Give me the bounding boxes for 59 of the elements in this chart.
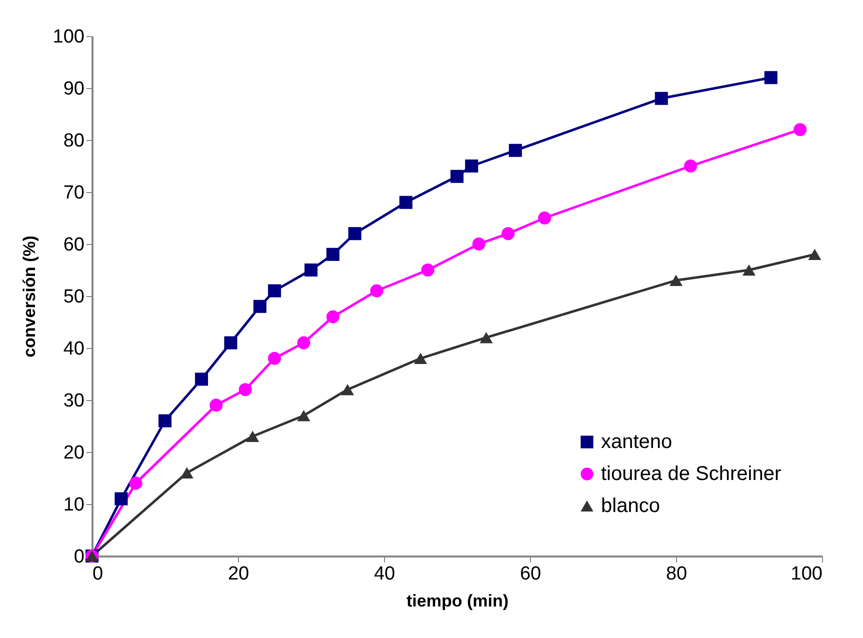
x-tick-label: 100 [790, 564, 822, 584]
point [472, 237, 486, 251]
point [129, 476, 142, 490]
point [326, 248, 340, 261]
point [238, 383, 252, 396]
point [502, 227, 515, 240]
point [808, 248, 822, 260]
point [399, 196, 412, 209]
legend-label: tiourea de Schreiner [601, 463, 782, 485]
point [304, 263, 318, 277]
point [450, 170, 464, 183]
point [114, 492, 128, 506]
point [538, 211, 552, 225]
point [326, 310, 340, 324]
point [764, 71, 778, 84]
y-tick-label: 60 [63, 234, 84, 256]
y-tick-label: 90 [63, 78, 84, 100]
point [180, 467, 194, 478]
x-tick-label: 60 [520, 564, 542, 584]
y-tick-label: 50 [63, 286, 84, 308]
x-tick-label: 0 [92, 564, 104, 584]
point [297, 410, 310, 422]
x-tick-label: 40 [374, 564, 396, 584]
point [370, 284, 384, 298]
y-tick-label: 70 [63, 182, 84, 204]
x-tick-label: 20 [228, 564, 250, 584]
point [414, 352, 428, 364]
y-axis-title: conversión (%) [20, 236, 39, 358]
point [794, 123, 807, 136]
point [508, 144, 522, 157]
point [253, 300, 266, 313]
point [480, 332, 493, 344]
point [669, 274, 683, 286]
point [465, 159, 478, 173]
point [210, 398, 223, 412]
y-tick-label: 10 [63, 494, 84, 516]
y-tick-label: 30 [63, 390, 84, 412]
point [340, 384, 354, 396]
x-axis-title: tiempo (min) [406, 592, 508, 610]
point [194, 372, 208, 386]
point [224, 336, 238, 350]
point [654, 92, 668, 105]
point [246, 430, 260, 442]
x-tick-label: 80 [666, 564, 688, 584]
legend-label: xanteno [601, 431, 672, 453]
y-tick-label: 20 [63, 442, 84, 464]
point [158, 414, 172, 428]
point [684, 159, 698, 173]
legend-label: blanco [601, 495, 660, 517]
y-tick-label: 80 [63, 130, 84, 152]
y-tick-label: 0 [74, 546, 84, 568]
point [348, 227, 362, 240]
point [742, 264, 756, 276]
point [268, 284, 282, 298]
y-tick-label: 40 [63, 338, 84, 360]
point [268, 352, 282, 365]
y-tick-label: 100 [52, 26, 84, 48]
point [297, 336, 310, 350]
point [421, 263, 434, 277]
